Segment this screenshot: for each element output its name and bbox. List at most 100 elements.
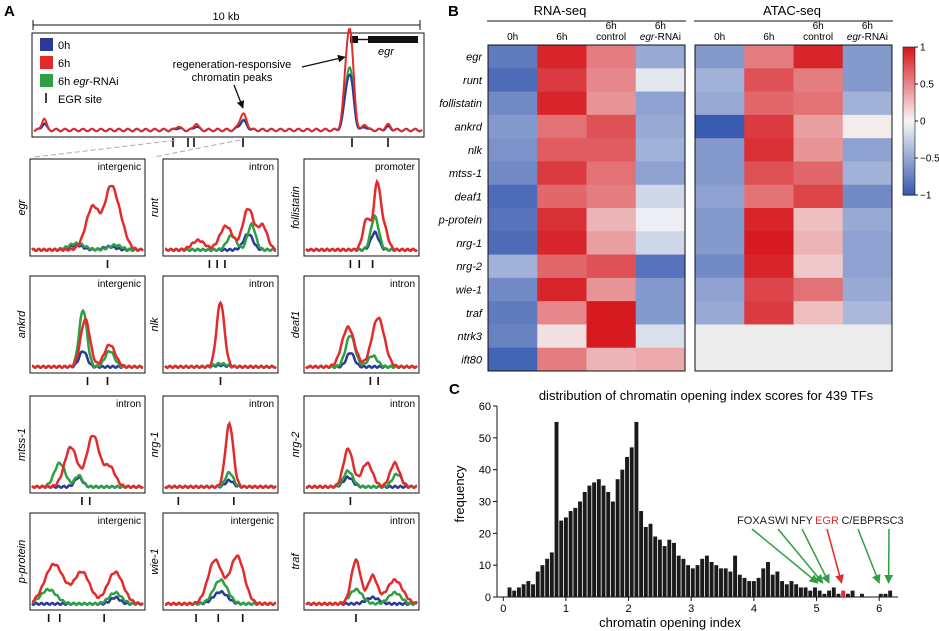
heatmap-cell (793, 45, 844, 69)
peak-plot-frame (29, 158, 146, 257)
peak-plot-nrg-1: nrg-1 intron (149, 395, 279, 505)
histogram-bar (709, 561, 714, 597)
heatmap-cell (793, 184, 844, 209)
peak-plot-frame (29, 275, 146, 374)
heatmap-row-label: nlk (468, 145, 483, 157)
histogram-bar (845, 593, 850, 597)
heatmap-cell (488, 184, 538, 209)
colorbar-step (903, 150, 915, 154)
histogram-bar (578, 501, 582, 597)
histogram-bar (549, 552, 554, 597)
colorbar-step (903, 185, 915, 189)
histogram-bar (582, 491, 587, 597)
peak-plot-region-label: intron (249, 162, 274, 173)
peak-trace-rnai (31, 461, 144, 490)
histogram-bar (789, 581, 794, 597)
peak-trace-6h (164, 554, 277, 607)
colorbar-step (903, 180, 915, 184)
heatmap-row-label: egr (466, 52, 483, 64)
heatmap-cell (635, 184, 686, 209)
heatmap-cell (586, 208, 637, 232)
heatmap-atac-seq (695, 45, 893, 372)
heatmap-cell (635, 114, 686, 139)
colorbar-step (903, 190, 915, 194)
heatmap-cell (488, 347, 538, 372)
peak-plot-frame (29, 512, 146, 611)
heatmap-cell (842, 231, 893, 256)
heatmap-cell (744, 254, 794, 279)
heatmap-cell (635, 45, 686, 69)
colorbar-step (903, 47, 915, 51)
heatmap-cell (842, 277, 893, 302)
peak-trace-6h (305, 316, 418, 370)
peak-plot-region-label: intron (390, 399, 415, 410)
panel-b-letter: B (448, 3, 459, 20)
histogram-y-tick-label: 20 (479, 528, 491, 540)
heatmap-cell (842, 254, 893, 279)
peak-plot-frame (162, 275, 279, 374)
histogram-bar (639, 511, 644, 597)
heatmap-cell (586, 347, 637, 372)
heatmap-cell (744, 301, 794, 325)
heatmap-row-label: mtss-1 (449, 168, 482, 180)
histogram-bar (728, 571, 733, 597)
histogram-ylabel: frequency (452, 465, 467, 523)
heatmap-cell (695, 114, 745, 139)
histogram-bar (723, 568, 728, 597)
heatmap-cell (586, 254, 637, 279)
heatmap-row-label: ift80 (461, 354, 483, 366)
heatmap-cell (695, 324, 745, 349)
peak-grid: egr intergenic runt intron follistatin promot… (16, 158, 420, 622)
peak-trace-6h (164, 420, 277, 490)
heatmap-cell (793, 208, 844, 232)
peak-plot-region-label: intergenic (231, 516, 274, 527)
heatmap-cell (744, 138, 794, 162)
colorbar-step (903, 123, 915, 127)
heatmap-labels: egr runt follistatin ankrd nlk mtss-1 deaf1 p-p… (438, 21, 888, 366)
heatmap-cell (842, 68, 893, 93)
heatmap-cell (537, 138, 587, 162)
peak-trace-6h (31, 316, 143, 370)
colorbar-step (903, 175, 915, 179)
peak-plot-egr: egr intergenic (16, 158, 146, 268)
histogram-bar (850, 590, 855, 597)
heatmap-cell (537, 347, 587, 372)
histogram-y-tick-label: 10 (479, 560, 491, 572)
heatmap-cell (744, 208, 794, 232)
colorbar-step (903, 108, 915, 112)
heatmap-cell (695, 45, 745, 69)
heatmap-cell (793, 254, 844, 279)
heatmap-cell (586, 45, 637, 69)
colorbar-step (903, 133, 915, 137)
histogram-x-tick-label: 4 (751, 603, 757, 615)
colorbar-step (903, 143, 915, 147)
histogram-bar (620, 469, 625, 597)
heatmap-col-label-top: 6h (606, 21, 617, 32)
histogram-annotation-arrow (826, 528, 844, 584)
heatmap-cell (488, 277, 538, 302)
legend-label-rnai: 6h egr-RNAi (58, 76, 119, 88)
colorbar-step (903, 145, 915, 149)
histogram-x-tick-label: 5 (813, 603, 819, 615)
heatmap-rna-frame (487, 44, 686, 372)
peak-plot-gene-label: deaf1 (290, 311, 302, 339)
heatmap-cell (695, 347, 745, 372)
histogram-bar (526, 581, 531, 597)
peak-plot-frame (303, 512, 420, 611)
histogram-x-tick-label: 1 (563, 603, 569, 615)
scale-bar-label: 10 kb (213, 11, 240, 23)
heatmap-cell (488, 208, 538, 232)
histogram-annotation-label: SWI (768, 515, 789, 527)
heatmap-cell (793, 161, 844, 186)
histogram-bar (573, 507, 578, 597)
histogram-y-tick-label: 0 (485, 592, 491, 604)
colorbar-step (903, 187, 915, 191)
colorbar-step (903, 172, 915, 176)
histogram-y-tick-label: 40 (479, 465, 491, 477)
histogram-y-tick-label: 30 (479, 497, 491, 509)
histogram-bar (629, 447, 634, 597)
heatmap-cell (695, 254, 745, 279)
heatmap-cell (635, 208, 686, 232)
heatmap-cell (744, 277, 794, 302)
legend-swatch-6h (40, 56, 53, 69)
